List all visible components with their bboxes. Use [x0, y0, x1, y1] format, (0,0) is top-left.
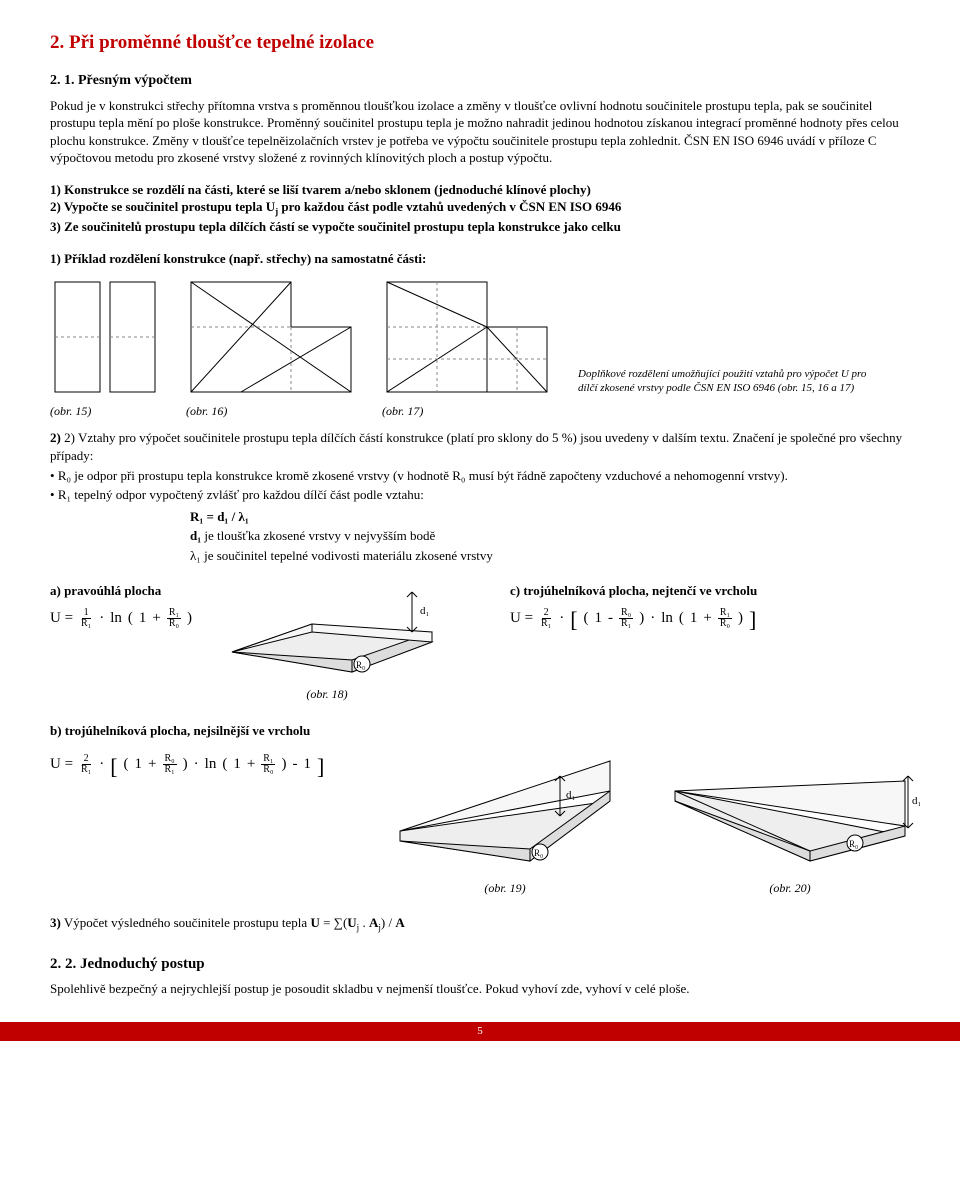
bold-step-2b: pro každou část podle vztahů uvedených v… — [278, 199, 621, 214]
fig16-caption: (obr. 16) — [186, 403, 356, 419]
bold-step-2a: 2) Vypočte se součinitel prostupu tepla … — [50, 199, 275, 214]
fig-17-diagram — [382, 277, 552, 397]
step1-label: 1) Příklad rozdělení konstrukce (např. s… — [50, 250, 910, 268]
svg-text:d₁: d₁ — [912, 795, 920, 807]
svg-text:R₀: R₀ — [849, 839, 858, 849]
area-c: c) trojúhelníková plocha, nejtenčí ve vr… — [510, 582, 910, 629]
formula-block: R₁ = d₁ / λ₁ d₁ d₁ je tloušťka zkosené v… — [190, 508, 910, 565]
step2-intro: 2) 2) Vztahy pro výpočet součinitele pro… — [50, 429, 910, 464]
svg-text:R₀: R₀ — [534, 848, 543, 858]
formula-l1: λ₁ je součinitel tepelné vodivosti mater… — [190, 547, 910, 565]
area-a-title: a) pravoúhlá plocha — [50, 582, 192, 600]
section-21-title: 2. 1. Přesným výpočtem — [50, 72, 910, 91]
steps-summary: 1) Konstrukce se rozdělí na části, které… — [50, 181, 910, 236]
area-b-title: b) trojúhelníková plocha, nejsilnější ve… — [50, 723, 310, 738]
bullet-r1: R₁ tepelný odpor vypočtený zvlášť pro ka… — [60, 486, 910, 504]
fig-15-diagram — [50, 277, 160, 397]
fig18-caption: (obr. 18) — [306, 686, 347, 702]
step3-text: 3) Výpočet výsledného součinitele prostu… — [50, 914, 910, 934]
fig15-caption: (obr. 15) — [50, 403, 160, 419]
svg-text:d₁: d₁ — [420, 605, 430, 617]
fig17-caption: (obr. 17) — [382, 403, 552, 419]
fig20-wrap: d₁ R₀ (obr. 20) — [660, 746, 920, 896]
bold-step-2: 2) Vypočte se součinitel prostupu tepla … — [50, 198, 910, 218]
fig-19-diagram: d₁ R₀ — [380, 746, 630, 876]
fig20-caption: (obr. 20) — [769, 880, 810, 896]
area-c-formula: U = 2R₁ · [ (1- R₀R₁ ) ·ln (1+ R₁R₀ ) ] — [510, 608, 910, 629]
fig-16-diagram — [186, 277, 356, 397]
supplementary-note: Doplňkové rozdělení umožňující použití v… — [578, 367, 878, 396]
svg-text:R₀: R₀ — [356, 660, 365, 670]
area-c-title: c) trojúhelníková plocha, nejtenčí ve vr… — [510, 582, 910, 600]
area-a-formula: U = 1R₁ · ln (1+ R₁R₀ ) — [50, 608, 192, 629]
section-22-title: 2. 2. Jednoduchý postup — [50, 954, 910, 974]
fig-20-diagram: d₁ R₀ — [660, 746, 920, 876]
formula-r1: R₁ = d₁ / λ₁ — [190, 508, 910, 526]
area-b: b) trojúhelníková plocha, nejsilnější ve… — [50, 722, 910, 896]
figure-captions: (obr. 15) (obr. 16) (obr. 17) — [50, 403, 910, 419]
figures-row: Doplňkové rozdělení umožňující použití v… — [50, 277, 910, 397]
fig19-wrap: d₁ R₀ (obr. 19) — [380, 746, 630, 896]
section-21-body: Pokud je v konstrukci střechy přítomna v… — [50, 97, 910, 167]
section-22-body: Spolehlivě bezpečný a nejrychlejší postu… — [50, 980, 910, 998]
page-title: 2. Při proměnné tloušťce tepelné izolace — [50, 30, 910, 56]
step2-intro-text: 2) Vztahy pro výpočet součinitele prostu… — [50, 430, 902, 463]
area-a: a) pravoúhlá plocha U = 1R₁ · ln (1+ R₁R… — [50, 582, 480, 702]
area-b-formula: U = 2R₁ · [ (1+ R₀R₁ ) ·ln (1+ R₁R₀ )-1 … — [50, 754, 350, 775]
bold-step-3: 3) Ze součinitelů prostupu tepla dílčích… — [50, 218, 910, 236]
formula-d1: d₁ d₁ je tloušťka zkosené vrstvy v nejvy… — [190, 527, 910, 545]
bullet-r0: R₀ je odpor při prostupu tepla konstrukc… — [60, 467, 910, 485]
fig19-caption: (obr. 19) — [484, 880, 525, 896]
step2-section: 2) 2) Vztahy pro výpočet součinitele pro… — [50, 429, 910, 564]
bold-step-1: 1) Konstrukce se rozdělí na části, které… — [50, 181, 910, 199]
fig-18-diagram: d₁ R₀ — [212, 582, 442, 682]
page-footer: 5 — [0, 1022, 960, 1041]
svg-text:d₁: d₁ — [566, 789, 576, 801]
area-a-c-row: a) pravoúhlá plocha U = 1R₁ · ln (1+ R₁R… — [50, 582, 910, 702]
